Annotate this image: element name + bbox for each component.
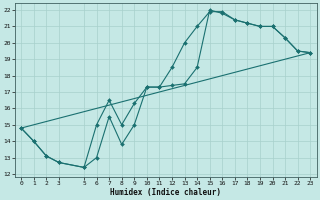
X-axis label: Humidex (Indice chaleur): Humidex (Indice chaleur)	[110, 188, 221, 197]
